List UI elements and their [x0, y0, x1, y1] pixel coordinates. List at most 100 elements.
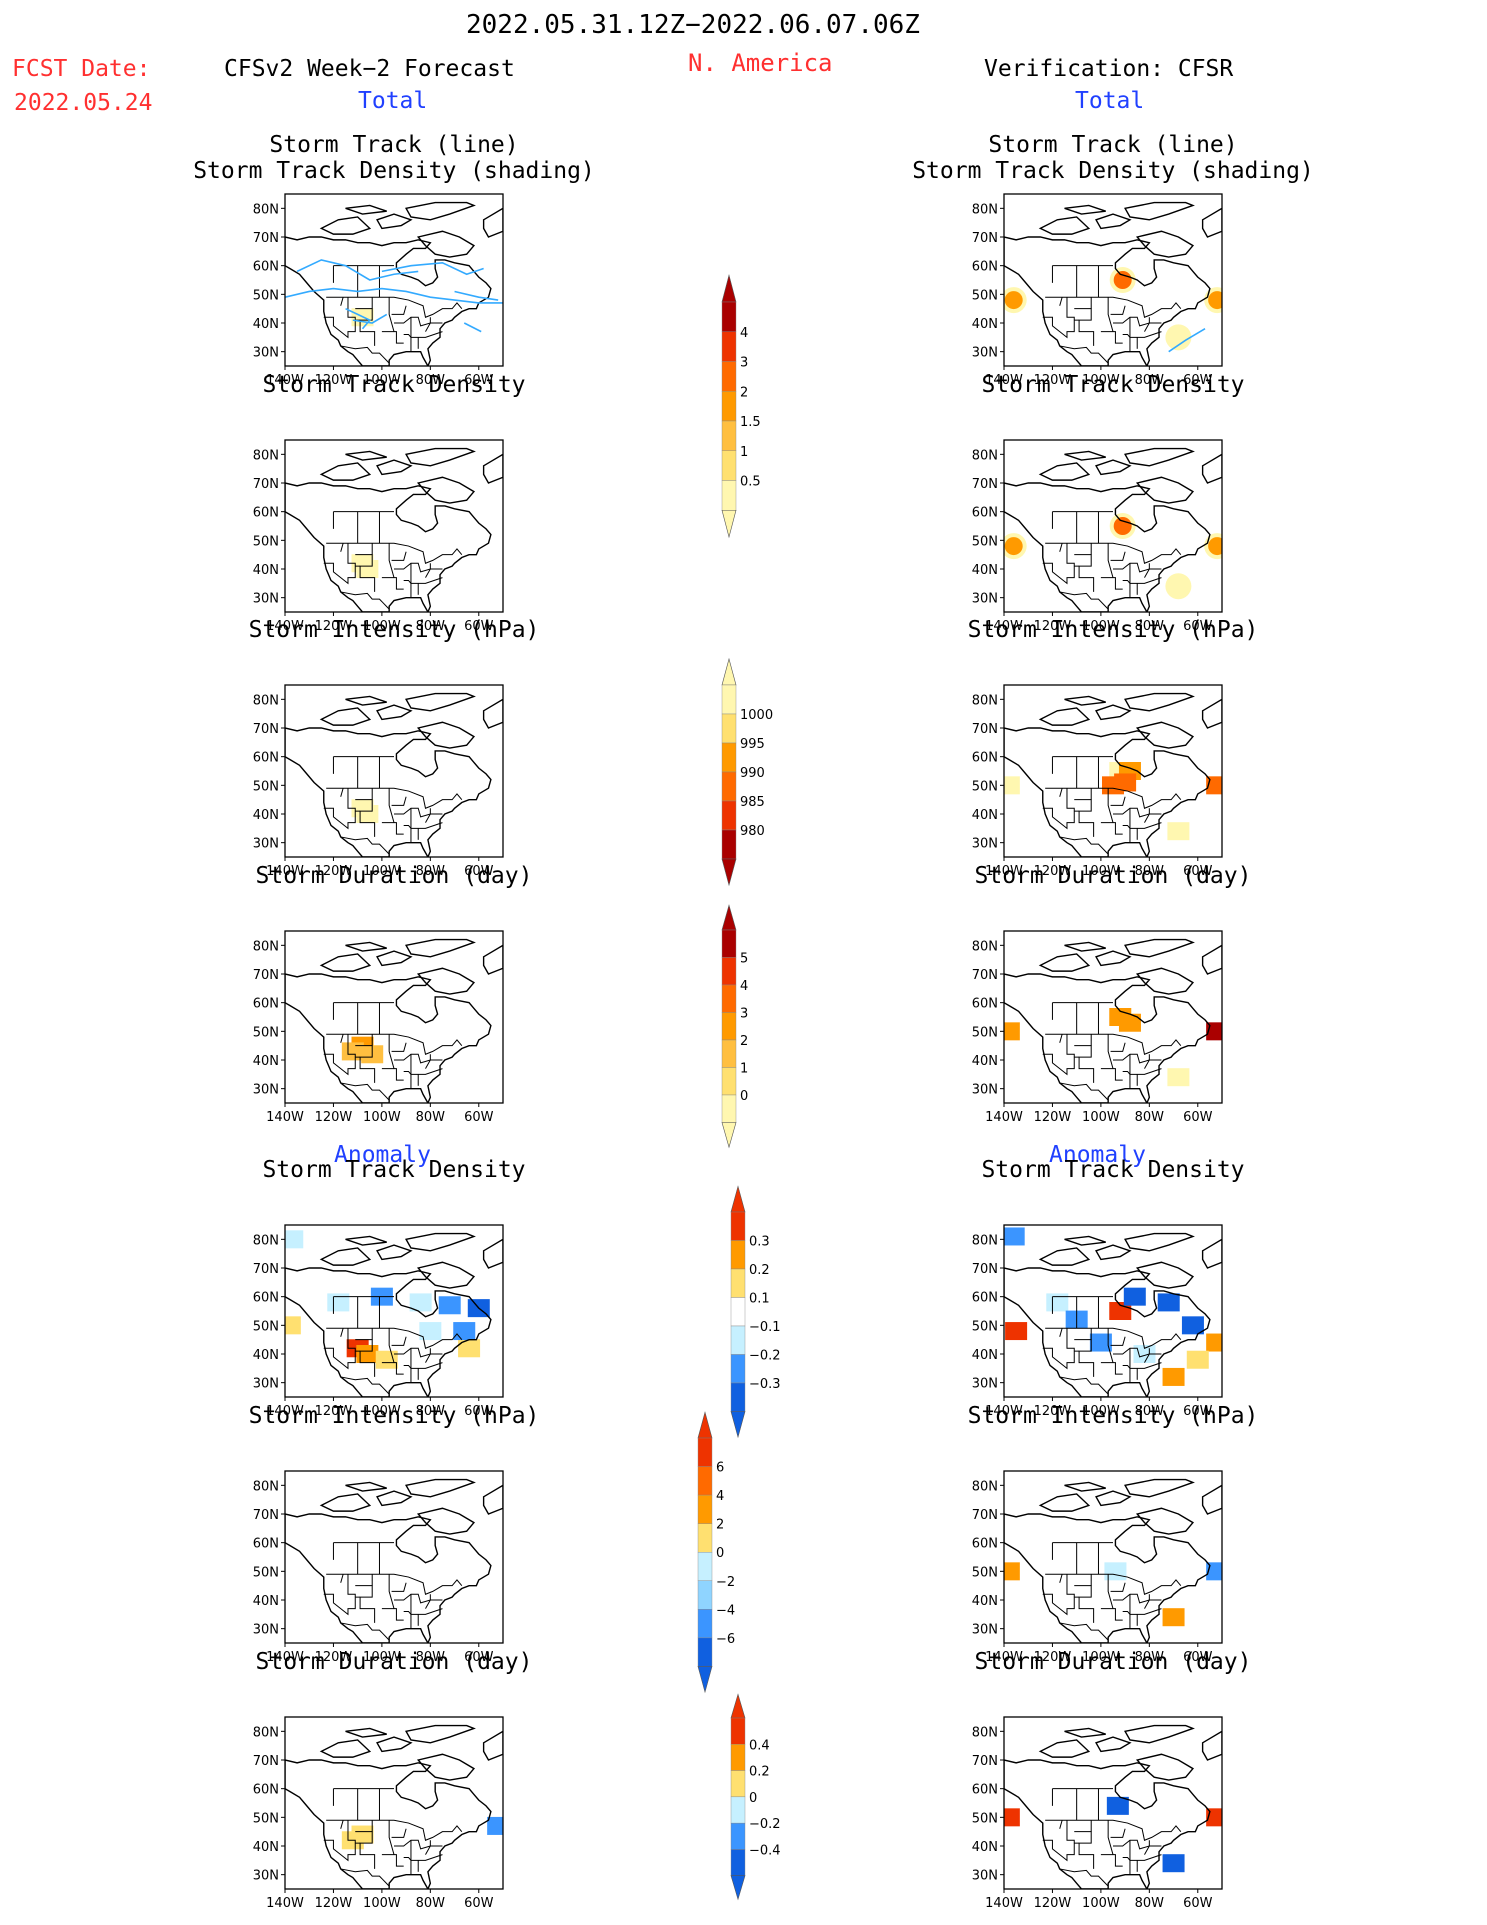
colorbar-segment: [697, 1437, 713, 1467]
colorbar-segment: [721, 391, 737, 422]
political-border: [323, 1034, 356, 1076]
political-border: [1059, 591, 1109, 610]
shading-cell: [409, 1293, 432, 1312]
political-border: [340, 836, 390, 855]
colorbar-top-arrow: [730, 1693, 746, 1719]
forecast-title: CFSv2 Week−2 Forecast: [224, 56, 515, 82]
island-coastline: [416, 967, 476, 995]
island-coastline: [1124, 201, 1195, 221]
lon-tick-label: 80W: [416, 1404, 446, 1419]
political-border: [340, 1328, 344, 1337]
map-panel-v5: 80N 70N 60N 50N 40N 30N 140W 120W 100W 80W 60W Stor…: [972, 1157, 1245, 1419]
island-coastline: [1135, 230, 1195, 258]
coastline: [1004, 1513, 1211, 1643]
lon-tick-label: 60W: [1183, 373, 1213, 388]
island-coastline: [1095, 459, 1132, 476]
map-frame: [1003, 930, 1223, 1104]
island-coastline: [1064, 204, 1106, 215]
political-border: [340, 788, 344, 797]
lon-tick-label: 100W: [363, 864, 401, 879]
island-coastline: [1135, 967, 1195, 995]
colorbar-bottom-arrow: [730, 1875, 746, 1901]
lat-tick-label: 50N: [253, 1811, 279, 1826]
political-border: [1042, 1574, 1075, 1616]
lat-tick-label: 70N: [253, 477, 279, 492]
political-border: [1042, 1328, 1075, 1370]
lon-tick-label: 140W: [266, 1896, 304, 1911]
coastline: [1004, 973, 1211, 1103]
lat-tick-label: 50N: [972, 534, 998, 549]
island-coastline: [1038, 1247, 1091, 1266]
lat-tick-label: 60N: [972, 506, 998, 521]
lat-tick-label: 70N: [253, 1754, 279, 1769]
lat-tick-label: 50N: [972, 1565, 998, 1580]
shading-cell: [1186, 1350, 1209, 1369]
colorbar-segment: [721, 480, 737, 511]
colorbar-segment: [721, 929, 737, 958]
lon-tick-label: 60W: [464, 864, 494, 879]
colorbar-bottom-arrow: [721, 509, 737, 539]
colorbar-bottom-arrow: [721, 1122, 737, 1149]
storm-track-line: [463, 322, 482, 333]
lat-tick-label: 40N: [253, 563, 279, 578]
colorbar-label: 4: [740, 979, 748, 994]
island-coastline: [1124, 692, 1195, 712]
island-coastline: [1124, 1724, 1195, 1744]
shading-cell: [1089, 1333, 1112, 1352]
political-border: [1059, 1574, 1063, 1583]
island-coastline: [376, 704, 413, 721]
political-border: [1045, 542, 1182, 564]
lon-tick-label: 100W: [363, 1650, 401, 1665]
lat-tick-label: 40N: [972, 808, 998, 823]
colorbar-label: 980: [740, 824, 765, 839]
shading-cell: [1004, 776, 1020, 795]
political-border: [340, 1820, 344, 1829]
verification-anomaly-label: Anomaly: [1049, 1142, 1146, 1168]
lat-tick-label: 30N: [972, 1083, 998, 1098]
map-frame: [1003, 193, 1223, 367]
lon-tick-label: 140W: [985, 619, 1023, 634]
lon-tick-label: 60W: [464, 619, 494, 634]
island-coastline: [1038, 216, 1091, 235]
lon-tick-label: 100W: [1082, 1110, 1120, 1125]
island-coastline: [1124, 938, 1195, 958]
shading-cell: [1162, 1854, 1185, 1873]
density-cell: [1004, 537, 1023, 556]
colorbar-segment: [697, 1494, 713, 1524]
shading-cell: [327, 1293, 350, 1312]
shading-cell: [1118, 1013, 1141, 1032]
lat-tick-label: 50N: [972, 1025, 998, 1040]
map-frame: [1003, 1716, 1223, 1890]
shading-cell: [356, 560, 379, 578]
political-border: [1059, 836, 1109, 855]
political-border: [1042, 543, 1075, 585]
political-border: [1059, 1034, 1063, 1043]
colorbar-segment: [721, 957, 737, 986]
coastline: [285, 482, 492, 612]
lon-tick-label: 80W: [1135, 1650, 1165, 1665]
shading-cell: [1162, 1367, 1185, 1386]
colorbar-segment: [721, 420, 737, 451]
shading-cell: [438, 1296, 461, 1315]
lon-tick-label: 100W: [363, 1110, 401, 1125]
lat-tick-label: 30N: [253, 592, 279, 607]
political-border: [391, 1042, 407, 1052]
shading-cell: [1004, 1808, 1020, 1827]
coastline: [285, 973, 492, 1103]
lon-tick-label: 140W: [985, 1404, 1023, 1419]
political-border: [1107, 1820, 1114, 1855]
lat-tick-label: 80N: [972, 1479, 998, 1494]
lon-tick-label: 120W: [1034, 373, 1072, 388]
political-border: [1100, 1362, 1123, 1375]
colorbar-segment: [721, 800, 737, 831]
island-coastline: [1038, 1493, 1091, 1512]
colorbar-segment: [730, 1796, 746, 1824]
colorbar-segment: [721, 301, 737, 332]
island-coastline: [345, 204, 387, 215]
island-coastline: [1135, 476, 1195, 504]
lat-tick-label: 30N: [253, 1377, 279, 1392]
colorbar-label: −6: [716, 1632, 735, 1647]
lat-tick-label: 30N: [253, 1083, 279, 1098]
lon-tick-label: 80W: [416, 1896, 446, 1911]
